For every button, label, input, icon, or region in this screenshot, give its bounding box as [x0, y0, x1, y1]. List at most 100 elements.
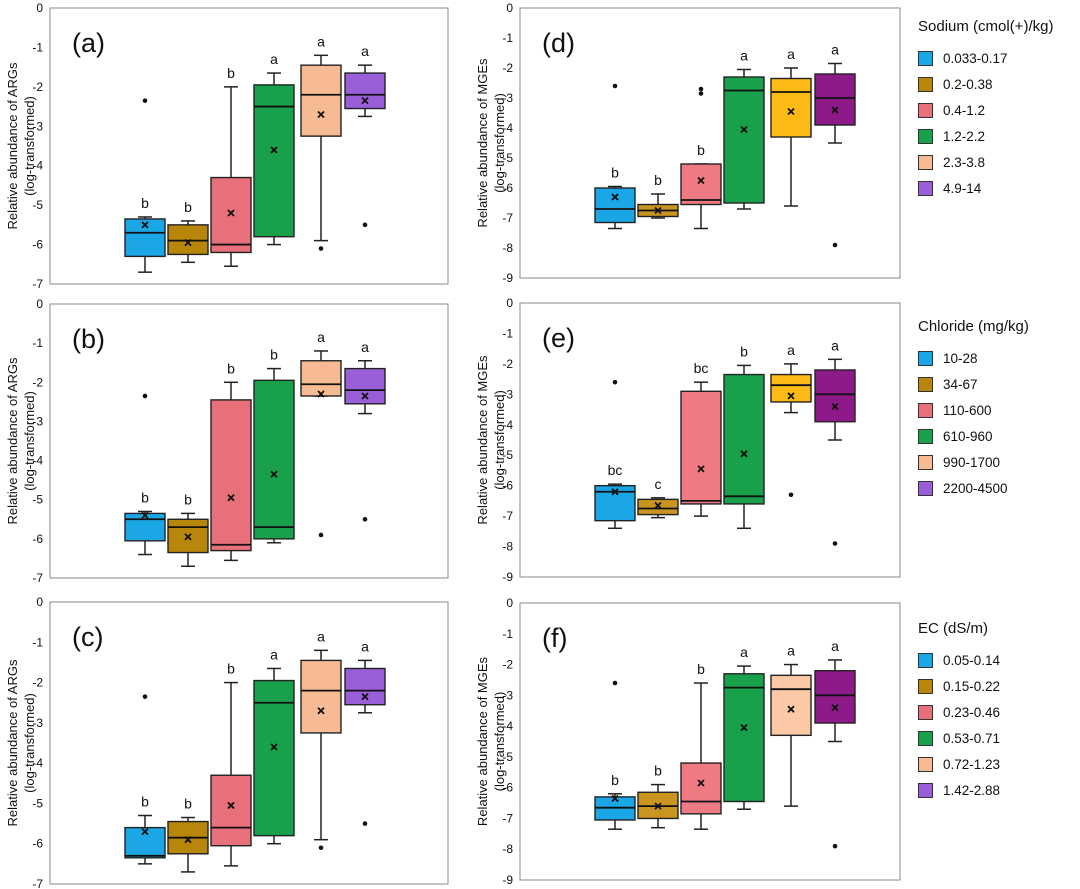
- y-tick-label: -7: [32, 571, 43, 585]
- legend-swatch: [918, 782, 933, 798]
- mean-marker: [361, 693, 369, 701]
- y-tick-label: -3: [32, 119, 43, 133]
- y-tick-label: -7: [502, 811, 513, 825]
- box-body: [124, 512, 166, 542]
- plot-frame: [519, 302, 901, 578]
- box-group: a: [814, 638, 856, 849]
- y-tick-label: -2: [32, 375, 43, 389]
- y-tick-label: -7: [502, 211, 513, 225]
- significance-letter: b: [654, 172, 662, 188]
- box-group: b: [253, 347, 295, 544]
- box-group: a: [814, 42, 856, 248]
- mean-marker: [611, 794, 619, 803]
- y-axis-label: (log-transformed): [22, 693, 37, 793]
- y-tick-label: -4: [32, 454, 43, 468]
- y-tick-label: -3: [502, 387, 513, 401]
- legend-item: 1.42-2.88: [918, 777, 1078, 803]
- outlier-point: [698, 91, 704, 96]
- box-group: b: [124, 694, 166, 865]
- significance-letter: b: [697, 661, 705, 677]
- significance-letter: b: [227, 65, 235, 81]
- legend-swatch: [918, 128, 933, 144]
- mean-marker: [184, 836, 192, 844]
- y-tick-label: -7: [32, 277, 43, 291]
- significance-letter: b: [654, 763, 662, 779]
- box-group: a: [253, 51, 295, 246]
- legend-sodium: Sodium (cmol(+)/kg) 0.033-0.17 0.2-0.38 0.…: [918, 18, 1078, 201]
- y-tick-label: -1: [502, 326, 513, 340]
- significance-letter: b: [611, 165, 619, 181]
- y-tick-label: -2: [502, 61, 513, 75]
- box-group: b: [124, 98, 166, 273]
- significance-letter: b: [270, 347, 278, 363]
- y-tick-label: -7: [502, 509, 513, 523]
- mean-marker: [317, 707, 325, 715]
- y-tick-label: -8: [502, 842, 513, 856]
- box-body: [344, 667, 386, 706]
- y-axis-label: Relative abundance of MGEs: [475, 656, 490, 826]
- significance-letter: bc: [608, 462, 623, 478]
- mean-marker: [831, 106, 839, 114]
- box-group: a: [723, 48, 765, 210]
- significance-letter: a: [317, 33, 325, 49]
- y-tick-label: -5: [502, 151, 513, 165]
- box-group: b: [637, 763, 679, 829]
- panel-label: (b): [72, 324, 105, 354]
- legend-item: 0.72-1.23: [918, 751, 1078, 777]
- y-tick-label: -6: [32, 532, 43, 546]
- box-body: [680, 762, 722, 815]
- legend-swatch: [918, 402, 933, 418]
- plot-frame: [519, 602, 901, 881]
- box-group: a: [723, 644, 765, 810]
- box-group: b: [210, 661, 252, 867]
- y-tick-label: -6: [502, 781, 513, 795]
- box-group: b: [637, 172, 679, 219]
- box-body: [814, 670, 856, 724]
- y-tick-label: -5: [32, 198, 43, 212]
- box-body: [253, 379, 295, 540]
- y-axis-label: (log-transformed): [492, 390, 507, 490]
- significance-letter: a: [787, 46, 795, 62]
- chart-panel-1: 0 -1 -2 -3 -4 -5 -6 -7 Relative abundance of ARG…: [5, 1, 449, 291]
- mean-marker: [317, 390, 325, 398]
- outlier-point: [832, 242, 838, 248]
- outlier-point: [788, 492, 794, 498]
- legend-title: EC (dS/m): [918, 620, 989, 637]
- significance-letter: a: [787, 342, 795, 358]
- box-body: [344, 367, 386, 405]
- y-tick-label: -1: [502, 627, 513, 641]
- legend-label: 1.2-2.2: [943, 128, 986, 144]
- legend-item: 990-1700: [918, 449, 1078, 475]
- mean-marker: [787, 392, 795, 400]
- legend-item: 0.2-0.38: [918, 71, 1078, 97]
- box-body: [723, 76, 765, 204]
- legend-item: 0.05-0.14: [918, 647, 1078, 673]
- box-body: [680, 163, 722, 206]
- box-group: a: [300, 329, 342, 538]
- y-tick-label: -8: [502, 241, 513, 255]
- legend-ec: EC (dS/m) 0.05-0.14 0.15-0.22 0.23-0.46 0.5…: [918, 620, 1078, 803]
- box-group: a: [344, 43, 386, 228]
- legend-label: 2200-4500: [943, 480, 1008, 496]
- legend-swatch: [918, 480, 933, 496]
- y-tick-label: -6: [502, 479, 513, 493]
- y-axis-label: Relative abundance of ARGs: [5, 62, 20, 229]
- y-tick-label: -1: [32, 336, 43, 350]
- outlier-point: [318, 532, 324, 538]
- significance-letter: b: [141, 195, 149, 211]
- significance-letter: b: [184, 491, 192, 507]
- y-tick-label: -5: [32, 493, 43, 507]
- significance-letter: b: [184, 796, 192, 812]
- mean-marker: [270, 743, 278, 751]
- y-axis-label: Relative abundance of MGEs: [475, 355, 490, 525]
- legend-title: Chloride (mg/kg): [918, 318, 1029, 335]
- y-axis-label: Relative abundance of MGEs: [475, 58, 490, 228]
- y-tick-label: -1: [32, 635, 43, 649]
- significance-letter: a: [740, 48, 748, 64]
- outlier-point: [318, 246, 324, 251]
- significance-letter: a: [270, 51, 278, 67]
- plot-frame: [49, 7, 449, 285]
- box-body: [770, 373, 812, 403]
- y-tick-label: -5: [32, 796, 43, 810]
